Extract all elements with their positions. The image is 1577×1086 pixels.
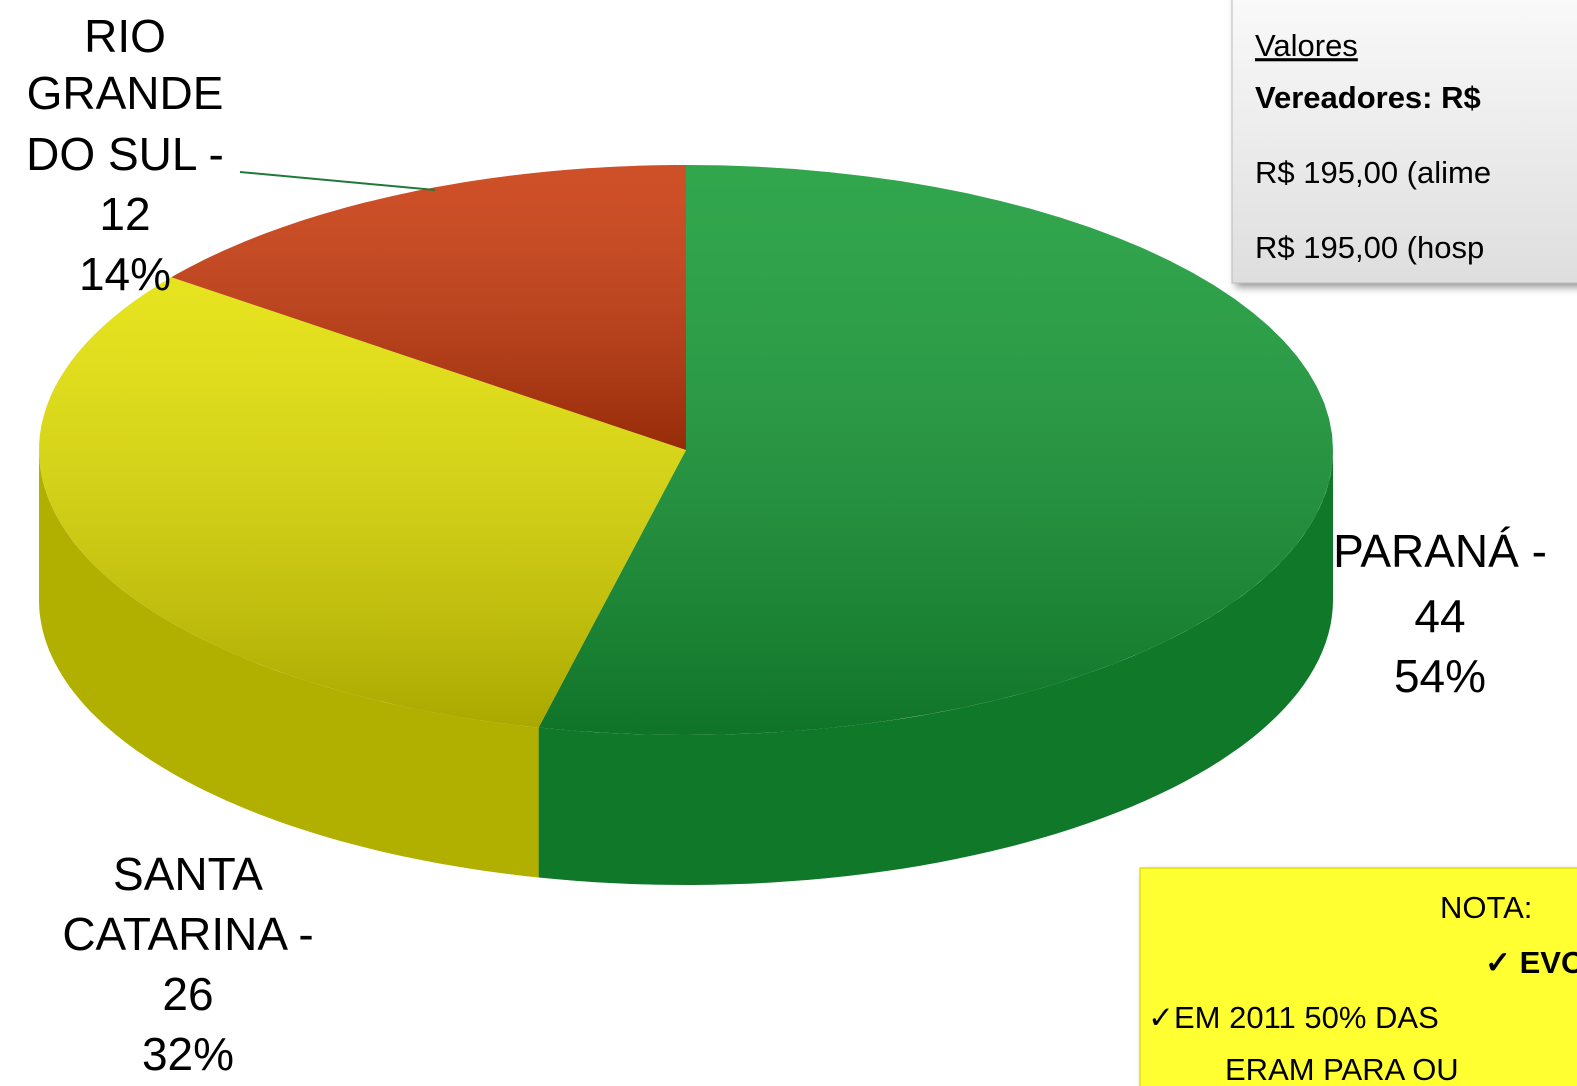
category-label: RIO GRANDE DO SUL - (26, 10, 224, 180)
category-label: PARANÁ - (1333, 525, 1547, 577)
info-line: R$ 195,00 (alime (1255, 155, 1491, 190)
info-line: R$ 195,00 (hosp (1255, 230, 1484, 265)
note-line: ERAM PARA OU (1225, 1052, 1459, 1086)
leader-line (239, 171, 436, 191)
category-label: SANTA CATARINA - (62, 848, 313, 960)
labels: PARANÁ - 44 54% SANTA CATARINA - 26 32% RIO GRAN… (26, 10, 1547, 1080)
slice-side (39, 450, 539, 878)
note-line: ✓EM 2011 50% DAS (1148, 1000, 1439, 1035)
note-line: ✓ EVOLUÇÃ (1485, 945, 1577, 980)
value-label: 44 (1414, 590, 1465, 642)
percentage-label: 32% (142, 1028, 234, 1080)
slice-side-shade (39, 450, 539, 878)
slice-shade (538, 165, 1333, 735)
slice-side-shade (538, 450, 1333, 885)
value-label: 26 (162, 968, 213, 1020)
note-title: NOTA: (1440, 890, 1532, 925)
info-title: Valores (1255, 28, 1358, 63)
info-heading: Vereadores: R$ (1255, 80, 1481, 115)
slice-shade (171, 165, 686, 450)
percentage-label: 14% (79, 248, 171, 300)
slice-shade (39, 277, 687, 728)
note-box (1139, 867, 1577, 1086)
value-label: 12 (99, 188, 150, 240)
percentage-label: 54% (1394, 650, 1486, 702)
pie (39, 165, 1333, 885)
slice-side (538, 450, 1333, 885)
info-box (1231, 0, 1577, 284)
